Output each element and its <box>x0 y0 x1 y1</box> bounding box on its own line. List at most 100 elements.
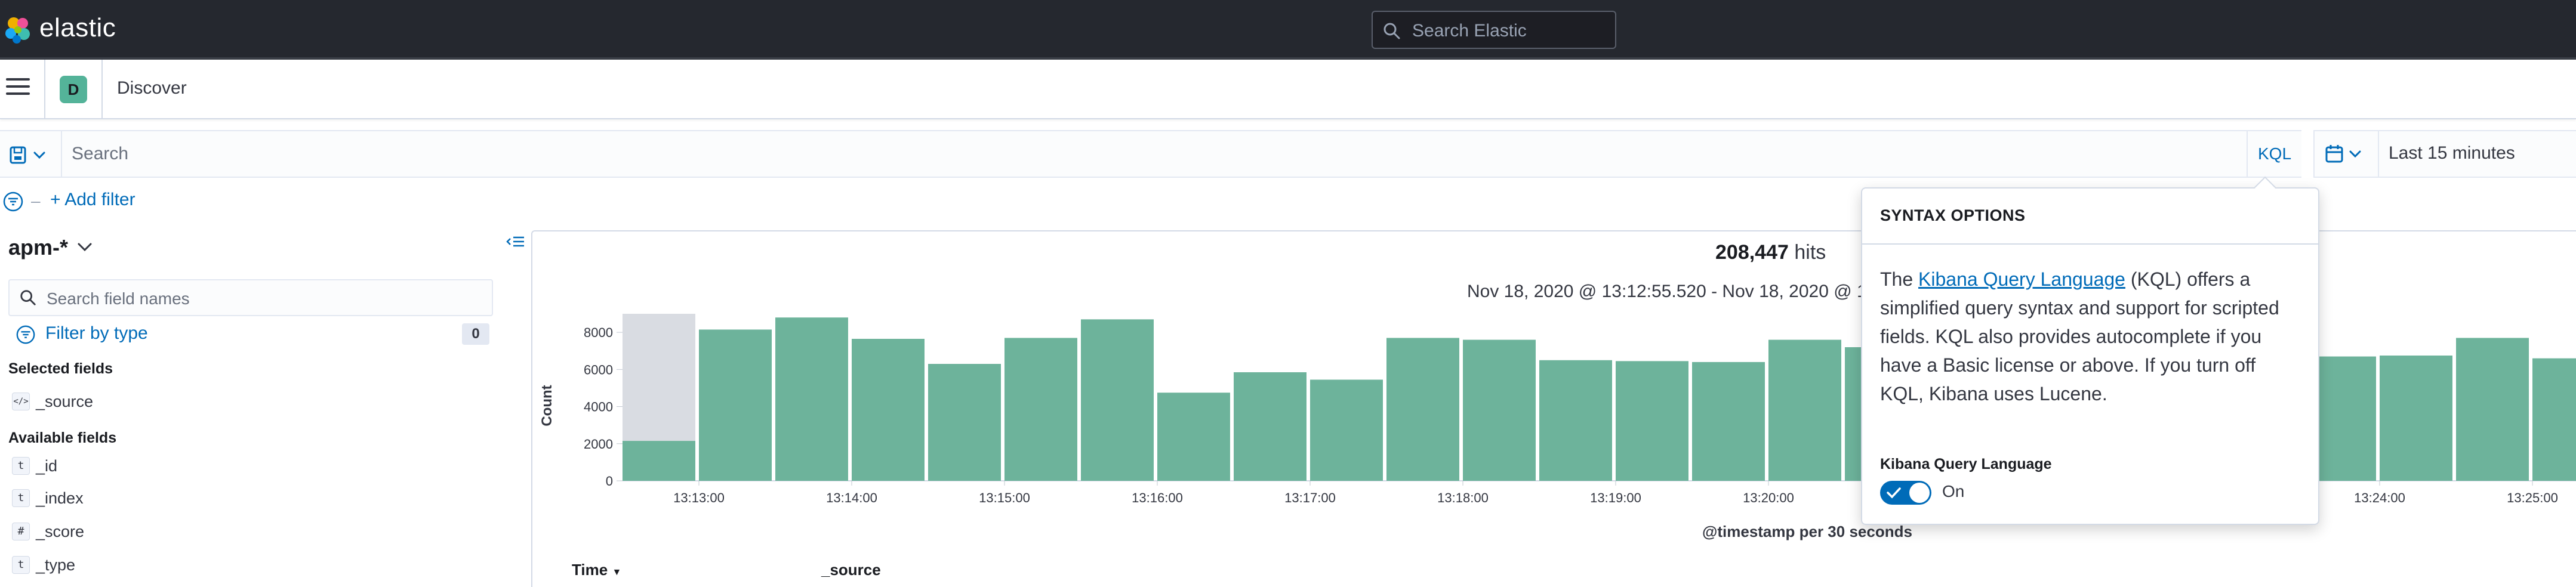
x-tick-label: 13:14:00 <box>826 490 877 505</box>
histogram-bar[interactable] <box>2456 338 2529 481</box>
x-tick-label: 13:16:00 <box>1132 490 1183 505</box>
chevron-down-icon[interactable] <box>76 241 93 253</box>
field-name: _score <box>36 523 85 540</box>
x-tick-label: 13:24:00 <box>2354 490 2405 505</box>
histogram-bar[interactable] <box>2380 356 2452 481</box>
histogram-bar[interactable] <box>1386 338 1459 481</box>
x-tick-label: 13:19:00 <box>1590 490 1641 505</box>
search-icon <box>20 290 36 305</box>
space-avatar[interactable]: D <box>60 76 87 103</box>
y-tick-label: 6000 <box>584 362 613 377</box>
saved-query-menu-icon[interactable] <box>7 143 55 167</box>
hits-label: hits <box>1794 241 1826 264</box>
filter-menu-icon[interactable] <box>2 191 24 212</box>
time-range-button[interactable]: Last 15 minutes <box>2389 143 2515 163</box>
number-type-icon: # <box>12 523 30 540</box>
query-search-input[interactable]: Search <box>72 144 129 163</box>
filter-count-badge: 0 <box>462 323 489 345</box>
histogram-bar[interactable] <box>1539 360 1612 481</box>
filter-icon <box>16 325 35 344</box>
histogram-bar[interactable] <box>623 441 695 481</box>
column-label: Time <box>572 561 608 579</box>
add-filter-button[interactable]: + Add filter <box>50 190 135 209</box>
sort-down-icon[interactable]: ▼ <box>612 567 622 577</box>
divider <box>44 60 45 118</box>
column-header-source: _source <box>821 561 881 579</box>
x-tick-label: 13:18:00 <box>1437 490 1489 505</box>
collapse-sidebar-icon[interactable] <box>505 233 525 251</box>
histogram-bar[interactable] <box>1081 319 1154 481</box>
x-tick-label: 13:15:00 <box>979 490 1030 505</box>
field-name: _type <box>36 556 76 574</box>
histogram-bar[interactable] <box>1768 339 1841 481</box>
string-type-icon: t <box>12 489 30 507</box>
histogram-bar[interactable] <box>1004 338 1077 481</box>
string-type-icon: t <box>12 556 30 574</box>
kql-toggle-state: On <box>1942 482 1965 501</box>
popover-title: SYNTAX OPTIONS <box>1880 206 2026 224</box>
body-suffix: (KQL) offers a simplified query syntax a… <box>1880 268 2279 404</box>
y-tick-label: 2000 <box>584 437 613 452</box>
elastic-logo-icon[interactable] <box>4 16 32 44</box>
kql-toggle-switch[interactable] <box>1880 481 1931 505</box>
calendar-icon[interactable] <box>2323 142 2371 166</box>
string-type-icon: t <box>12 457 30 475</box>
query-bar: Search KQL <box>0 130 2301 178</box>
x-tick-label: 13:17:00 <box>1284 490 1336 505</box>
x-tick-label: 13:13:00 <box>673 490 725 505</box>
y-axis-label: Count <box>539 385 555 426</box>
syntax-options-popover: SYNTAX OPTIONS The Kibana Query Language… <box>1861 187 2319 525</box>
field-name: _index <box>36 489 84 507</box>
divider <box>61 131 62 177</box>
field-search-input[interactable]: Search field names <box>8 279 493 316</box>
histogram-bar[interactable] <box>699 329 772 481</box>
y-tick-label: 4000 <box>584 400 613 415</box>
check-icon <box>1887 487 1901 499</box>
divider <box>101 60 103 118</box>
field-name: _source <box>36 393 94 410</box>
filter-separator: – <box>31 191 41 210</box>
app-bar: D Discover <box>0 60 2576 119</box>
index-pattern-selector[interactable]: apm-* <box>8 235 69 259</box>
brand-name[interactable]: elastic <box>39 13 116 42</box>
histogram-bar[interactable] <box>852 339 925 481</box>
y-tick-label: 8000 <box>584 325 613 340</box>
histogram-bar[interactable] <box>1310 379 1383 481</box>
hits-count: 208,447 hits <box>1715 241 1826 264</box>
y-tick-label: 0 <box>606 474 613 489</box>
available-fields-title: Available fields <box>8 430 117 446</box>
global-search-input[interactable]: Search Elastic <box>1372 11 1616 49</box>
hits-number: 208,447 <box>1715 241 1789 264</box>
global-search-placeholder: Search Elastic <box>1412 21 1527 41</box>
kql-language-button[interactable]: KQL <box>2247 131 2301 177</box>
histogram-bar[interactable] <box>1616 361 1688 481</box>
date-picker: Last 15 minutes <box>2313 130 2576 178</box>
body-prefix: The <box>1880 268 1919 290</box>
field-search-placeholder: Search field names <box>47 289 190 308</box>
breadcrumb-discover: Discover <box>117 78 187 98</box>
kql-docs-link[interactable]: Kibana Query Language <box>1918 268 2125 290</box>
histogram-bar[interactable] <box>1692 362 1765 481</box>
switch-knob <box>1909 483 1930 503</box>
column-header-time[interactable]: Time ▼ <box>572 561 621 579</box>
histogram-bar[interactable] <box>2532 358 2576 481</box>
histogram-bar[interactable] <box>1157 393 1230 481</box>
x-axis-label: @timestamp per 30 seconds <box>1702 523 1912 540</box>
divider <box>1862 243 2318 245</box>
field-name: _id <box>36 457 58 475</box>
search-icon <box>1383 23 1400 39</box>
divider <box>2378 131 2379 177</box>
histogram-bar[interactable] <box>775 317 848 481</box>
global-header: elastic Search Elastic <box>0 0 2576 60</box>
popover-description: The Kibana Query Language (KQL) offers a… <box>1880 265 2304 408</box>
x-tick-label: 13:25:00 <box>2507 490 2558 505</box>
x-tick-label: 13:20:00 <box>1743 490 1794 505</box>
histogram-bar[interactable] <box>928 364 1001 481</box>
time-range-label: Nov 18, 2020 @ 13:12:55.520 - Nov 18, 20… <box>1467 282 1882 301</box>
histogram-bar[interactable] <box>1234 372 1307 481</box>
hamburger-menu-icon[interactable] <box>6 78 30 100</box>
code-icon: </> <box>12 393 30 410</box>
histogram-bar[interactable] <box>1463 339 1536 481</box>
selected-fields-title: Selected fields <box>8 360 113 377</box>
filter-by-type-button[interactable]: Filter by type <box>45 323 148 343</box>
